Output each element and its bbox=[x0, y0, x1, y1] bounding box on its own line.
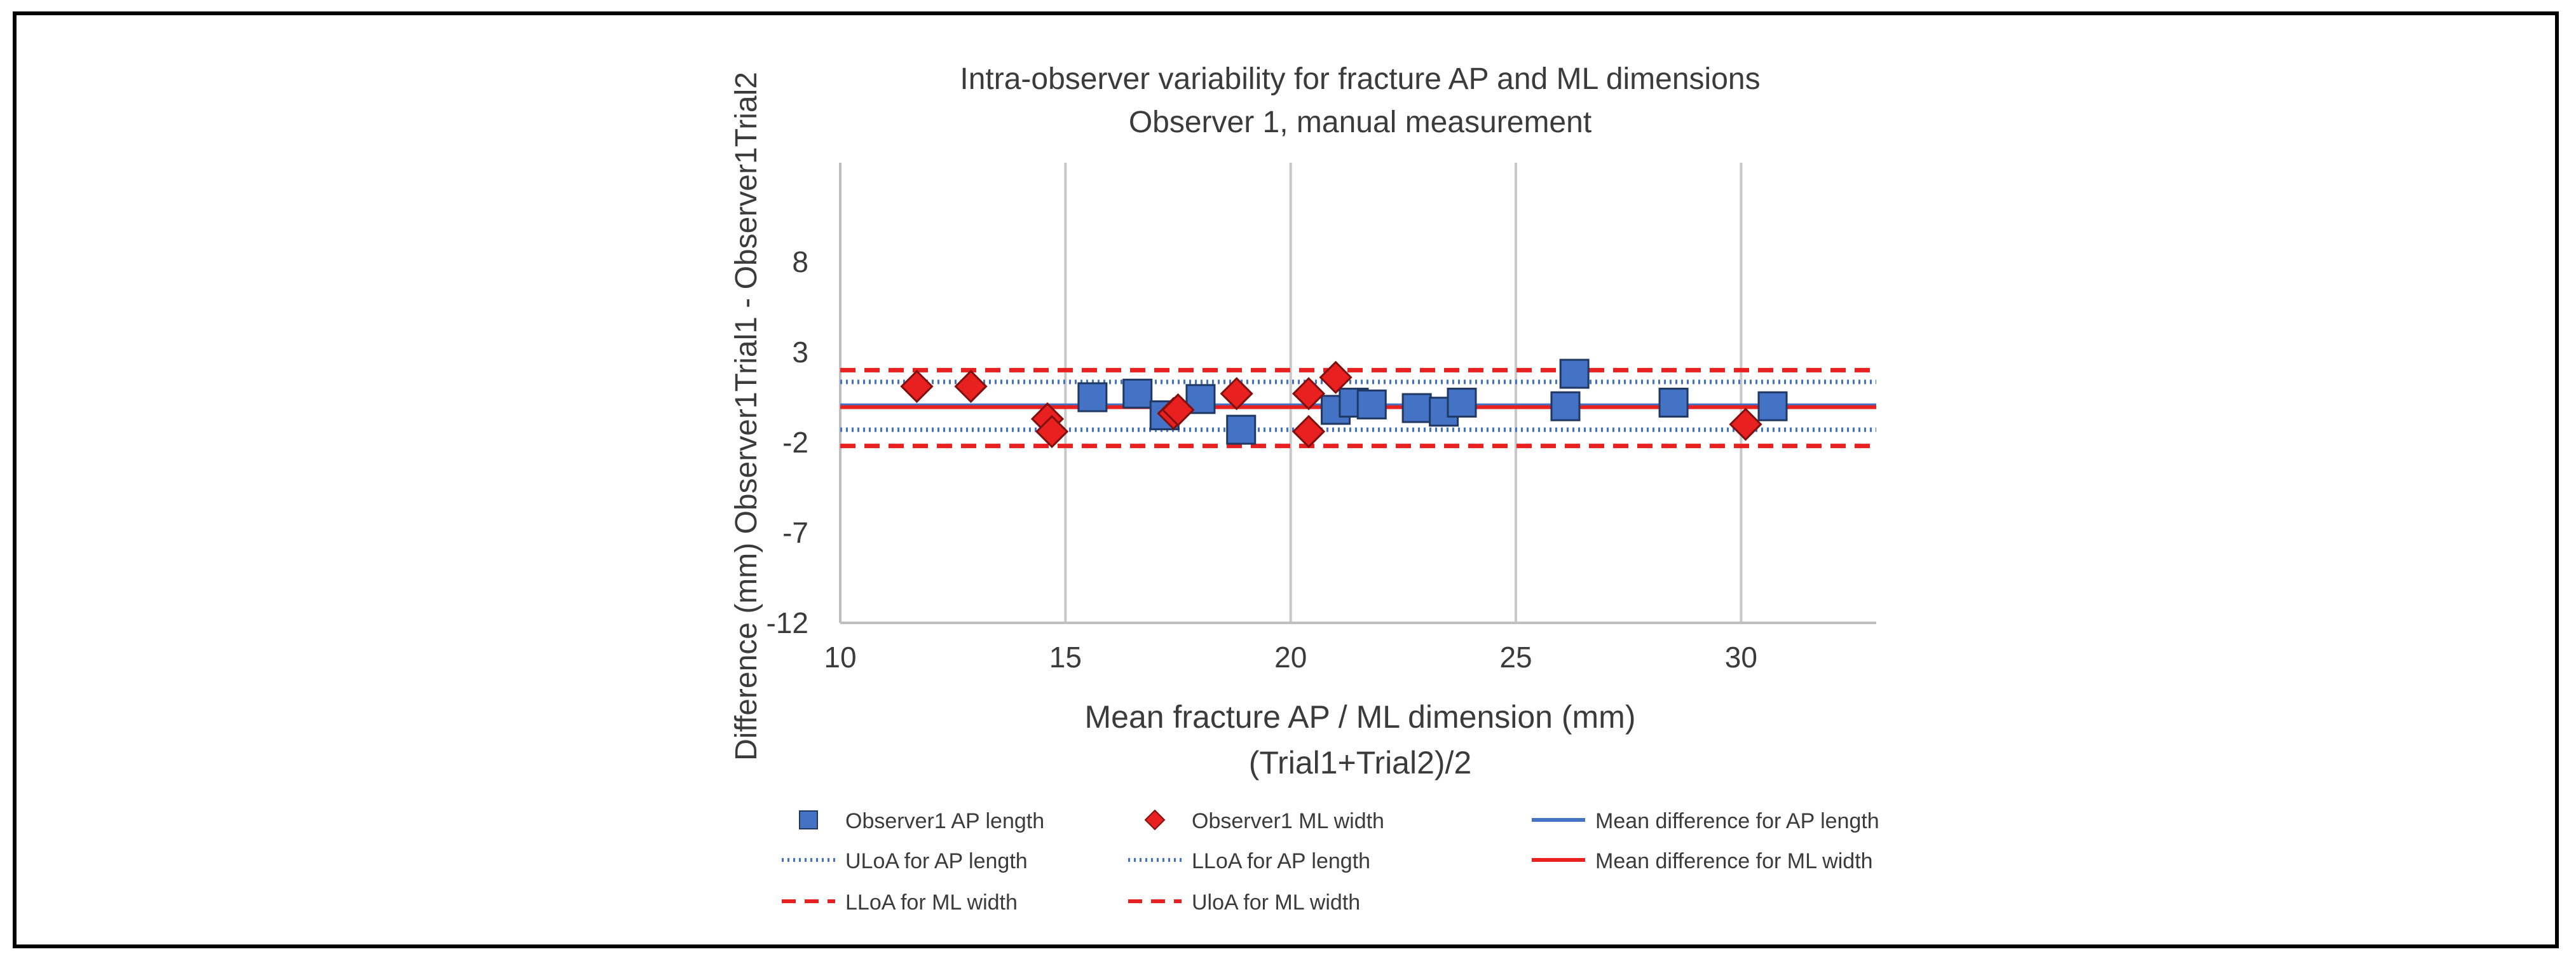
ap-length-point-10 bbox=[1447, 388, 1477, 418]
x-axis-label-secondary: (Trial1+Trial2)/2 bbox=[1249, 745, 1472, 780]
legend-swatch-ml-width bbox=[1144, 809, 1166, 831]
ml-width-point-10 bbox=[1729, 407, 1762, 441]
x-axis-label: Mean fracture AP / ML dimension (mm) bbox=[1085, 699, 1636, 735]
y-tick-label--2: -2 bbox=[782, 426, 808, 459]
legend-label-3: ULoA for AP length bbox=[845, 849, 1028, 873]
x-tick-label-30: 30 bbox=[1725, 641, 1757, 674]
legend-label-1: Observer1 ML width bbox=[1192, 809, 1384, 833]
chart-subtitle: Observer 1, manual measurement bbox=[1129, 106, 1591, 139]
ap-length-point-14 bbox=[1757, 391, 1788, 421]
x-tick-label-15: 15 bbox=[1049, 641, 1082, 674]
x-tick-label-25: 25 bbox=[1499, 641, 1532, 674]
legend-label-6: LLoA for ML width bbox=[845, 890, 1018, 915]
ap-length-point-4 bbox=[1226, 414, 1257, 445]
axes bbox=[839, 163, 1876, 624]
ap-length-point-11 bbox=[1550, 391, 1581, 421]
y-tick-label-3: 3 bbox=[792, 336, 808, 369]
grid bbox=[1064, 163, 1743, 623]
legend-label-5: Mean difference for ML width bbox=[1595, 849, 1873, 873]
ml-width-point-0 bbox=[900, 369, 934, 404]
legend-label-0: Observer1 AP length bbox=[845, 809, 1044, 833]
ml-width-point-8 bbox=[1291, 414, 1326, 449]
ml-width-point-7 bbox=[1291, 377, 1326, 411]
legend-label-7: UloA for ML width bbox=[1192, 890, 1360, 915]
ap-length-point-7 bbox=[1356, 389, 1387, 419]
figure-frame bbox=[13, 11, 2559, 948]
ap-length-point-13 bbox=[1658, 388, 1689, 418]
ml-width-point-9 bbox=[1319, 360, 1353, 394]
y-axis-label: Difference (mm) Observer1Trial1 - Observ… bbox=[730, 72, 763, 761]
legend-label-4: LLoA for AP length bbox=[1192, 849, 1370, 873]
legend-swatch-ap-length bbox=[799, 810, 818, 829]
ml-width-point-3 bbox=[1035, 414, 1069, 449]
data-points bbox=[900, 358, 1788, 449]
ml-width-point-6 bbox=[1220, 377, 1253, 411]
legend-label-2: Mean difference for AP length bbox=[1595, 809, 1879, 833]
legend: Observer1 AP length Observer1 ML width Mea… bbox=[782, 809, 1879, 915]
x-tick-label-10: 10 bbox=[824, 641, 856, 674]
ml-width-point-5 bbox=[1161, 393, 1195, 427]
ap-length-point-0 bbox=[1077, 382, 1108, 412]
y-tick-label--7: -7 bbox=[782, 516, 808, 549]
y-tick-label-8: 8 bbox=[792, 245, 808, 278]
chart-title: Intra-observer variability for fracture … bbox=[960, 62, 1760, 96]
tick-labels: 10 15 20 25 30 -12 -7 -2 3 8 bbox=[767, 245, 1757, 674]
y-tick-label--12: -12 bbox=[767, 606, 808, 639]
ml-width-point-1 bbox=[954, 369, 988, 404]
x-tick-label-20: 20 bbox=[1274, 641, 1307, 674]
ap-length-point-8 bbox=[1401, 393, 1432, 423]
ap-length-point-1 bbox=[1122, 378, 1153, 409]
ap-length-point-12 bbox=[1559, 358, 1590, 389]
